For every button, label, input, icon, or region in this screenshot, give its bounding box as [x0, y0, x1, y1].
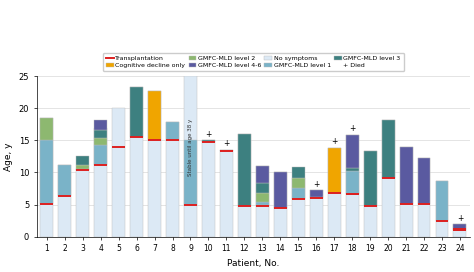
Bar: [94, 145, 107, 165]
Bar: [256, 193, 269, 202]
Text: +: +: [457, 214, 463, 223]
Bar: [184, 140, 197, 205]
Bar: [436, 181, 448, 221]
Bar: [94, 130, 107, 138]
Bar: [40, 118, 53, 140]
Bar: [256, 166, 269, 183]
Text: +: +: [205, 130, 211, 139]
Bar: [166, 122, 179, 237]
Bar: [166, 122, 179, 140]
Bar: [454, 224, 466, 237]
Bar: [292, 188, 305, 199]
Bar: [76, 169, 89, 170]
Bar: [256, 183, 269, 193]
Bar: [130, 87, 143, 137]
Bar: [292, 167, 305, 178]
Bar: [76, 169, 89, 237]
Bar: [382, 120, 394, 178]
Bar: [94, 128, 107, 237]
Bar: [202, 140, 215, 142]
Bar: [346, 171, 359, 194]
Bar: [292, 178, 305, 188]
Text: Stable until age 38 y: Stable until age 38 y: [188, 118, 193, 176]
Bar: [364, 151, 376, 206]
Bar: [310, 190, 323, 237]
Bar: [256, 166, 269, 237]
Bar: [256, 202, 269, 205]
Bar: [112, 108, 125, 237]
Text: +: +: [313, 180, 319, 189]
Bar: [58, 165, 71, 196]
Bar: [274, 172, 287, 208]
X-axis label: Patient, No.: Patient, No.: [227, 259, 280, 268]
Bar: [328, 148, 341, 237]
Bar: [346, 135, 359, 237]
Bar: [76, 165, 89, 169]
Bar: [274, 172, 287, 237]
Text: +: +: [349, 124, 356, 133]
Bar: [58, 165, 71, 237]
Bar: [400, 147, 412, 237]
Bar: [310, 197, 323, 198]
Bar: [364, 151, 376, 237]
Bar: [202, 140, 215, 237]
Text: +: +: [331, 137, 337, 146]
Bar: [238, 134, 251, 237]
Bar: [130, 87, 143, 237]
Bar: [238, 134, 251, 206]
Bar: [346, 135, 359, 168]
Bar: [148, 91, 161, 237]
Bar: [94, 120, 107, 130]
Bar: [40, 140, 53, 204]
Bar: [382, 120, 394, 237]
Bar: [220, 150, 233, 151]
Bar: [40, 118, 53, 237]
Bar: [418, 158, 430, 204]
Bar: [220, 150, 233, 237]
Bar: [184, 76, 197, 237]
Text: +: +: [223, 139, 229, 148]
Bar: [76, 156, 89, 165]
Bar: [94, 138, 107, 145]
Bar: [292, 178, 305, 237]
Bar: [418, 158, 430, 237]
Bar: [346, 168, 359, 171]
Bar: [148, 91, 161, 140]
Bar: [400, 147, 412, 204]
Bar: [436, 181, 448, 237]
Y-axis label: Age, y: Age, y: [4, 142, 13, 171]
Bar: [310, 190, 323, 197]
Bar: [256, 205, 269, 206]
Bar: [454, 224, 466, 230]
Bar: [328, 148, 341, 193]
Legend: Transplantation, Cognitive decline only, GMFC-MLD level 2, GMFC-MLD level 4-6, N: Transplantation, Cognitive decline only,…: [103, 52, 404, 72]
